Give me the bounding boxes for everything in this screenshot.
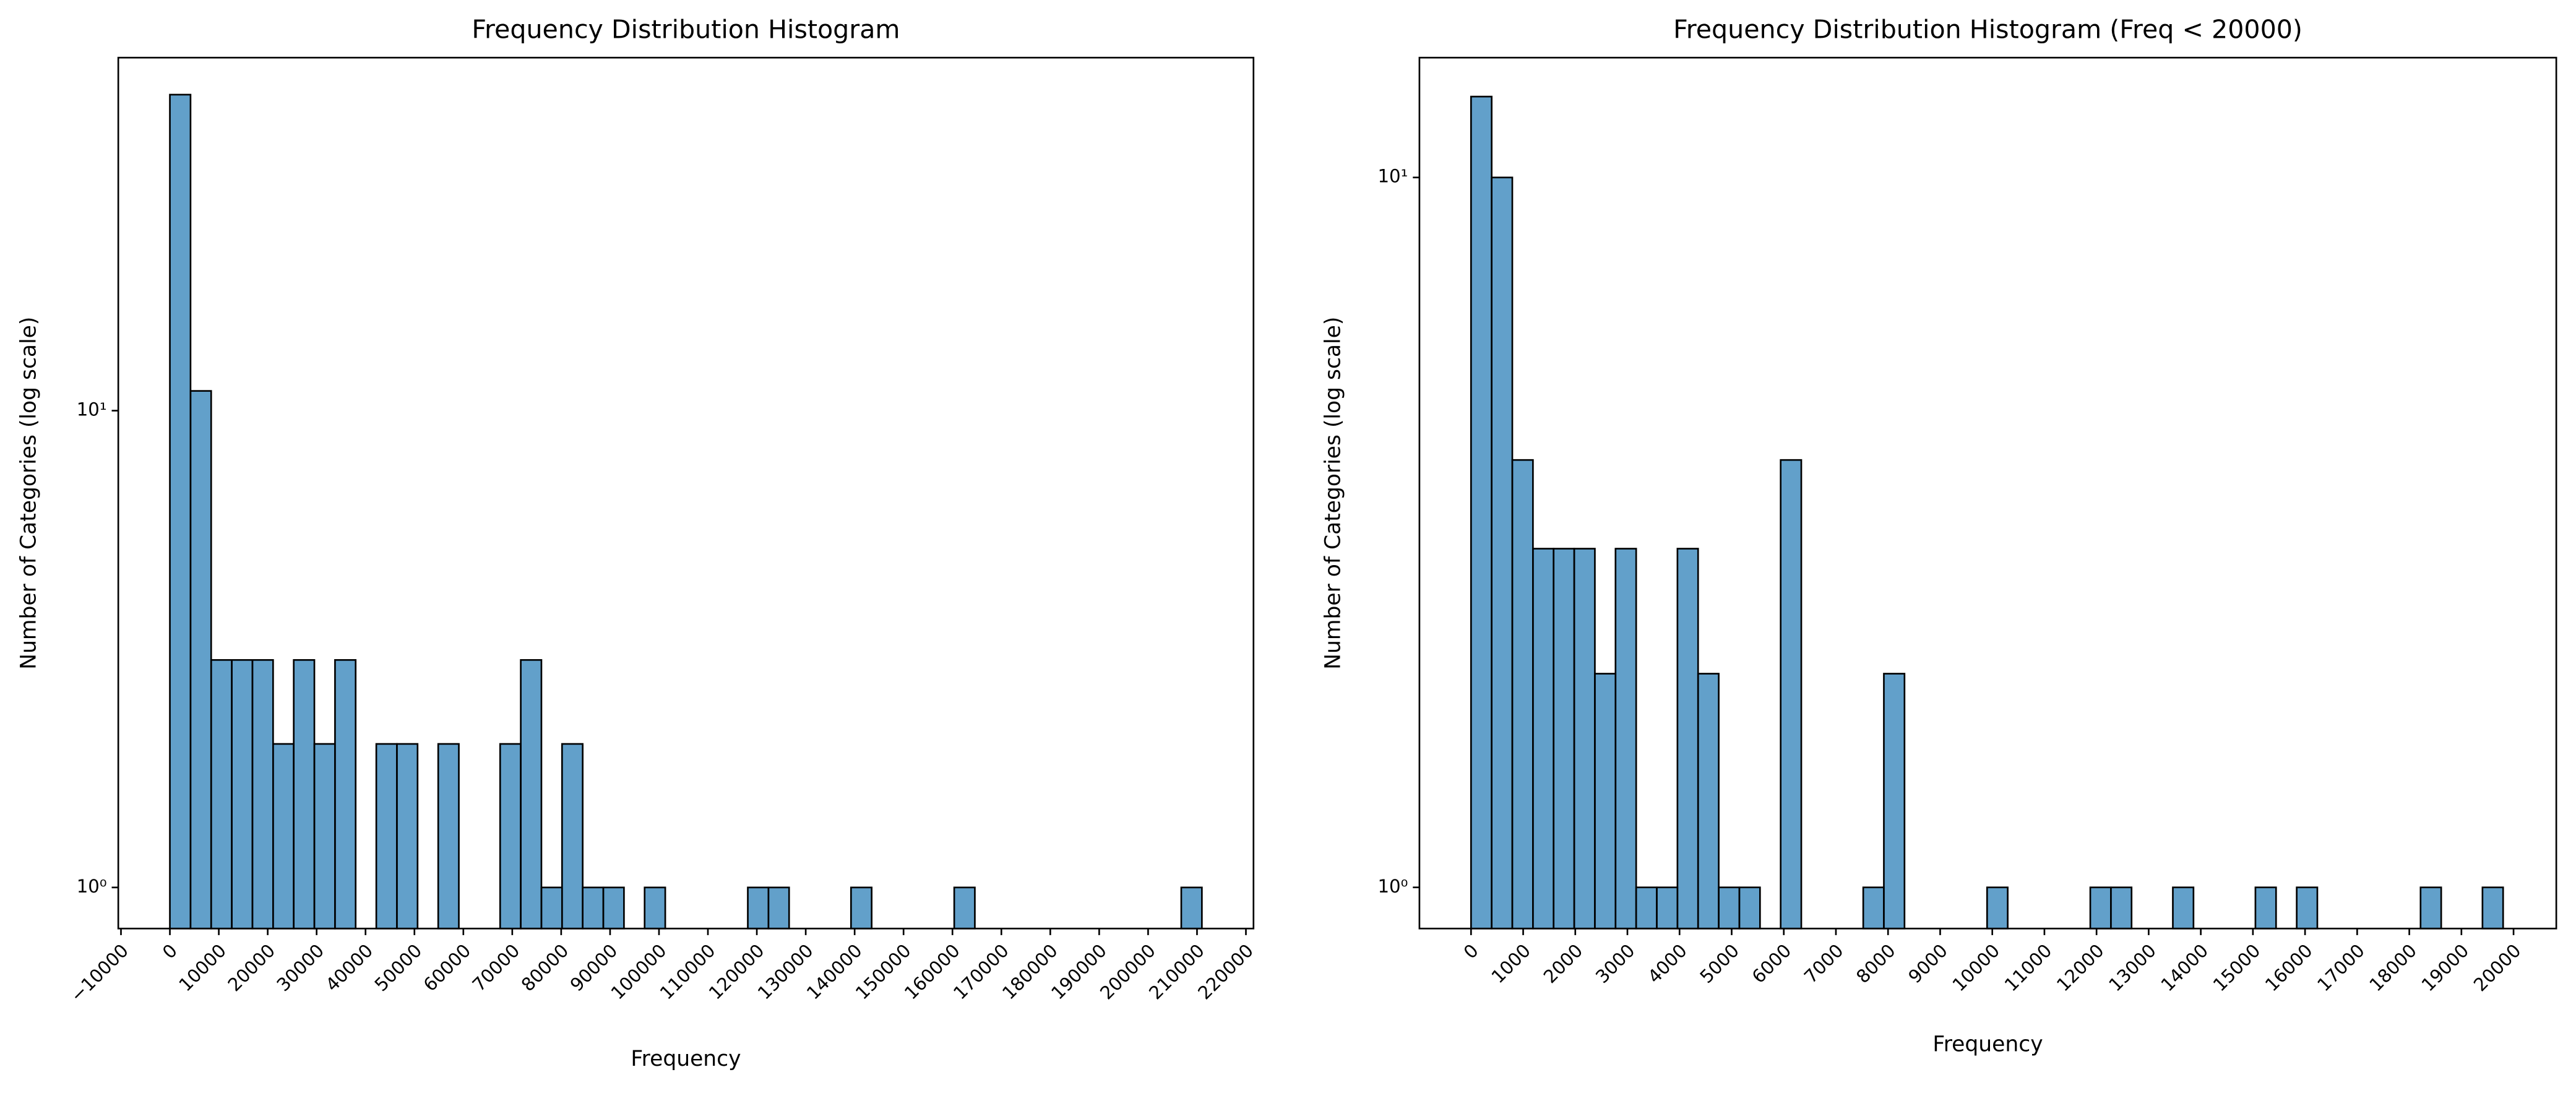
x-tick-label: 3000 xyxy=(1592,940,1639,988)
histogram-bar xyxy=(231,659,254,930)
histogram-bar xyxy=(169,93,192,930)
histogram-bar xyxy=(2419,886,2442,930)
chart-title: Frequency Distribution Histogram (Freq <… xyxy=(1673,15,2302,45)
histogram-bar xyxy=(1614,548,1637,930)
histogram-bar xyxy=(1511,459,1534,930)
y-axis-label: Number of Categories (log scale) xyxy=(1320,317,1345,670)
y-tick-label: 10¹ xyxy=(1377,166,1408,187)
histogram-bar xyxy=(1780,459,1803,930)
x-tick-label: 0 xyxy=(1460,940,1483,963)
histogram-bar xyxy=(437,743,460,930)
x-tick-label: 12000 xyxy=(2053,940,2108,996)
x-axis-label: Frequency xyxy=(1932,1032,2043,1056)
y-tick-label: 10⁰ xyxy=(1377,876,1408,897)
histogram-bar xyxy=(1573,548,1596,930)
x-tick-label: 7000 xyxy=(1800,940,1848,988)
histogram-bar xyxy=(293,659,316,930)
x-tick-label: 8000 xyxy=(1852,940,1900,988)
histogram-bar xyxy=(1986,886,2009,930)
x-tick-label: 10000 xyxy=(174,940,230,996)
x-tick-label: 6000 xyxy=(1748,940,1796,988)
histogram-bar xyxy=(189,390,212,930)
x-tick-label: 5000 xyxy=(1695,940,1743,988)
histogram-bar xyxy=(1180,886,1203,930)
x-tick-label: 30000 xyxy=(273,940,329,996)
histogram-bar xyxy=(1738,886,1761,930)
x-tick-label: 4000 xyxy=(1643,940,1691,988)
histogram-bar xyxy=(1594,673,1617,930)
histogram-bar xyxy=(1697,673,1720,930)
histogram-bar xyxy=(396,743,419,930)
y-tick-label: 10⁰ xyxy=(77,876,107,897)
y-axis-label: Number of Categories (log scale) xyxy=(16,317,41,670)
x-tick-label: 0 xyxy=(158,940,181,963)
histogram-bar xyxy=(953,886,976,930)
histogram-bar xyxy=(520,659,543,930)
histogram-bar xyxy=(1718,886,1741,930)
histogram-bar xyxy=(1553,548,1575,930)
histogram-bar xyxy=(2089,886,2112,930)
histogram-bar xyxy=(1883,673,1906,930)
histogram-bar xyxy=(313,743,336,930)
histogram-bar xyxy=(582,886,605,930)
histogram-bar xyxy=(2110,886,2133,930)
histogram-bar xyxy=(2254,886,2277,930)
x-tick-label: 2000 xyxy=(1540,940,1587,988)
x-tick-label: 20000 xyxy=(2470,940,2525,996)
y-tick-label: 10¹ xyxy=(77,399,107,420)
histogram-bar xyxy=(272,743,295,930)
chart-title: Frequency Distribution Histogram xyxy=(472,15,900,45)
x-tick-label: 60000 xyxy=(420,940,475,996)
x-tick-label: 19000 xyxy=(2418,940,2473,996)
histogram-bar xyxy=(210,659,233,930)
histogram-bar xyxy=(499,743,522,930)
histogram-bar xyxy=(1656,886,1679,930)
histogram-bar xyxy=(2481,886,2504,930)
histogram-bar xyxy=(767,886,790,930)
histogram-bar xyxy=(644,886,666,930)
x-axis-label: Frequency xyxy=(631,1047,741,1071)
histogram-bar xyxy=(1635,886,1658,930)
histogram-bar xyxy=(2172,886,2195,930)
x-tick-label: 15000 xyxy=(2209,940,2265,996)
axes-frame xyxy=(117,56,1255,930)
histogram-bar xyxy=(1470,95,1493,930)
x-tick-label: 70000 xyxy=(468,940,524,996)
histogram-bar xyxy=(561,743,584,930)
x-tick-label: 1000 xyxy=(1488,940,1535,988)
x-tick-label: 17000 xyxy=(2313,940,2369,996)
histogram-bar xyxy=(375,743,398,930)
x-tick-label: 13000 xyxy=(2104,940,2160,996)
x-tick-label: 20000 xyxy=(224,940,280,996)
histogram-bar xyxy=(602,886,625,930)
x-tick-label: −10000 xyxy=(66,940,132,1006)
x-tick-label: 40000 xyxy=(322,940,377,996)
histogram-bar xyxy=(1532,548,1555,930)
x-tick-label: 16000 xyxy=(2261,940,2317,996)
histogram-bar xyxy=(1676,548,1699,930)
histogram-bar xyxy=(1862,886,1885,930)
histogram-bar xyxy=(1491,176,1514,930)
x-tick-label: 14000 xyxy=(2157,940,2213,996)
histogram-bar xyxy=(540,886,563,930)
x-tick-label: 9000 xyxy=(1904,940,1952,988)
x-tick-label: 11000 xyxy=(2001,940,2056,996)
histogram-bar xyxy=(251,659,274,930)
histogram-bar xyxy=(747,886,770,930)
histogram-bar xyxy=(2296,886,2319,930)
x-tick-label: 10000 xyxy=(1949,940,2004,996)
x-tick-label: 50000 xyxy=(371,940,426,996)
histogram-bar xyxy=(850,886,872,930)
histogram-bar xyxy=(334,659,357,930)
x-tick-label: 80000 xyxy=(517,940,573,996)
axes-frame xyxy=(1418,56,2557,930)
x-tick-label: 18000 xyxy=(2365,940,2421,996)
